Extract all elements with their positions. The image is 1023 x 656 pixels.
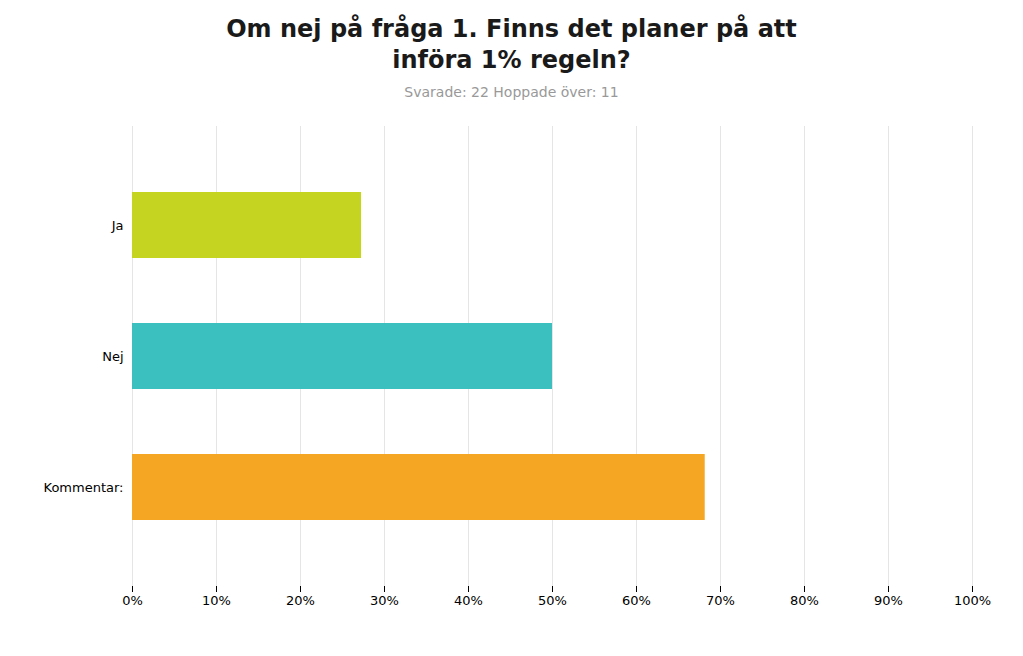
svg-text:100%: 100%	[953, 593, 990, 608]
svg-text:80%: 80%	[790, 593, 819, 608]
html-text:Om nej på fråga 1. Finns det p: Om nej på fråga 1. Finns det planer på a…	[226, 15, 797, 75]
svg-text:40%: 40%	[454, 593, 483, 608]
svg-text:70%: 70%	[706, 593, 735, 608]
svg-text:Kommentar:: Kommentar:	[43, 480, 123, 495]
svg-text:10%: 10%	[202, 593, 231, 608]
svg-text:Nej: Nej	[102, 349, 123, 364]
svg-text:Ja: Ja	[110, 218, 123, 233]
svg-text:90%: 90%	[874, 593, 903, 608]
svg-text:20%: 20%	[286, 593, 315, 608]
html-text:Svarade: 22 Hoppade över: 11: Svarade: 22 Hoppade över: 11	[404, 84, 619, 101]
svg-text:0%: 0%	[122, 593, 143, 608]
svg-text:60%: 60%	[622, 593, 651, 608]
svg-text:30%: 30%	[370, 593, 399, 608]
svg-text:50%: 50%	[538, 593, 567, 608]
